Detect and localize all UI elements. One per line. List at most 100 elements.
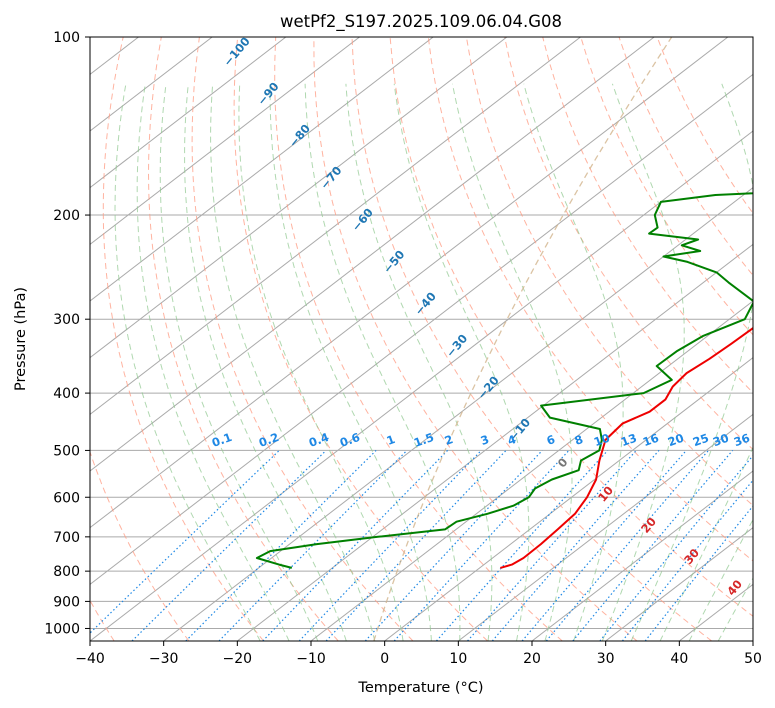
mixing-ratio-label: 1	[385, 432, 397, 448]
mixing-ratio-label: 8	[573, 432, 585, 448]
isotherm-line	[384, 357, 753, 641]
mixing-ratio-line	[298, 449, 482, 641]
x-tick-label: 10	[449, 651, 467, 667]
dry-adiabat-label: −70	[317, 163, 344, 192]
mixing-ratio-line	[599, 454, 753, 641]
x-tick-label: −30	[149, 651, 179, 667]
isotherm-line	[90, 37, 360, 245]
x-tick-label: 0	[380, 651, 389, 667]
moist-adiabat-line	[159, 83, 319, 641]
moist-adiabat-label: 20	[638, 515, 659, 536]
isotherm-line	[90, 37, 287, 189]
y-tick-label: 600	[53, 490, 80, 506]
x-tick-label: −20	[223, 651, 253, 667]
dry-adiabat-line	[504, 37, 753, 451]
moist-adiabat-line	[452, 83, 573, 641]
dry-adiabat-line	[191, 37, 414, 641]
mixing-ratio-label: 13	[619, 431, 639, 450]
y-tick-label: 400	[53, 386, 80, 402]
mixing-ratio-label: 1.5	[412, 430, 436, 450]
x-tick-label: 30	[597, 651, 615, 667]
mixing-ratio-label: 25	[691, 431, 711, 450]
dry-adiabat-label: −90	[254, 79, 281, 108]
dry-adiabat-label: −50	[380, 247, 407, 276]
mixing-ratio-label: 2	[443, 432, 455, 448]
isotherm-line	[90, 37, 729, 529]
x-tick-label: 50	[744, 651, 762, 667]
mixing-ratio-line	[491, 450, 660, 641]
isotherm-line	[90, 37, 508, 359]
mixing-ratio-line	[467, 449, 637, 641]
axes: −40 −30 −20 −10 0 10 20 30 40 5010020030040050060…	[44, 30, 762, 667]
moist-adiabat-line	[136, 83, 290, 641]
moist-adiabat-label: 30	[681, 546, 702, 567]
moist-adiabat-label: 40	[724, 577, 745, 598]
moist-adiabat-line	[523, 83, 624, 641]
x-axis-label: Temperature (°C)	[357, 680, 483, 696]
dry-adiabat-line	[465, 37, 753, 507]
isotherm-line	[163, 187, 753, 641]
dry-adiabat-label: −100	[220, 34, 252, 69]
moist-adiabat-line	[210, 83, 376, 641]
y-tick-label: 800	[53, 564, 80, 580]
mixing-ratio-label: 0.2	[257, 430, 281, 450]
y-axis-label: Pressure (hPa)	[13, 287, 29, 391]
mixing-ratio-label: 6	[545, 432, 557, 448]
dry-adiabat-label: −60	[349, 205, 376, 234]
mixing-ratio-line	[131, 449, 327, 641]
dry-adiabat-line	[233, 37, 488, 641]
isotherm-line	[310, 300, 753, 641]
mixing-ratio-line	[393, 449, 570, 641]
mixing-ratio-label: 30	[711, 431, 731, 450]
mixing-ratio-line	[364, 449, 543, 641]
moist-adiabat-line	[269, 83, 432, 641]
y-tick-label: 300	[53, 312, 80, 328]
mixing-ratio-line	[325, 449, 507, 641]
isotherm-line	[90, 37, 434, 302]
mixing-ratio-line	[185, 449, 377, 641]
dry-adiabat-line	[313, 37, 638, 641]
moist-adiabat-line	[345, 83, 493, 641]
mixing-ratio-label: 20	[666, 431, 686, 450]
isotherm-line	[90, 130, 753, 641]
isotherm-line	[90, 37, 581, 415]
moist-adiabat-line	[659, 446, 753, 641]
isotherm-line	[605, 527, 753, 641]
moist-adiabat-line	[238, 83, 404, 641]
y-tick-label: 1000	[44, 621, 80, 637]
x-tick-label: 40	[670, 651, 688, 667]
profile-lines	[255, 192, 753, 569]
y-tick-label: 200	[53, 208, 80, 224]
mixing-ratio-label: 0.6	[338, 430, 362, 450]
y-tick-label: 700	[53, 530, 80, 546]
x-tick-label: −40	[75, 651, 105, 667]
moist-adiabat-line	[601, 83, 685, 641]
y-tick-label: 500	[53, 443, 80, 459]
isotherm-line	[90, 37, 213, 132]
mixing-ratio-line	[521, 450, 687, 641]
isotherm-line	[458, 413, 753, 641]
mixing-ratio-line	[435, 449, 609, 641]
mixing-ratio-line	[262, 449, 449, 641]
isotherm-line	[531, 470, 753, 641]
mixing-ratio-line	[90, 449, 280, 634]
mixing-ratio-label: 3	[479, 432, 491, 448]
dry-adiabat-line	[147, 37, 339, 641]
dry-adiabat-line	[102, 37, 264, 641]
background-lines	[90, 37, 753, 641]
mixing-ratio-label: 0.1	[210, 430, 234, 450]
y-tick-label: 900	[53, 594, 80, 610]
isotherm-line	[237, 243, 753, 641]
moist-adiabat-line	[630, 83, 753, 641]
chart-title: wetPf2_S197.2025.109.06.04.G08	[280, 12, 562, 32]
mixing-ratio-line	[218, 449, 408, 641]
mixing-ratio-line	[621, 479, 753, 641]
isotherm-line	[90, 73, 753, 585]
dry-adiabat-label: −30	[443, 331, 470, 360]
mixing-ratio-label: 16	[641, 431, 661, 450]
mixing-ratio-line	[644, 505, 753, 641]
plot-frame	[89, 36, 754, 642]
dry-adiabat-line	[274, 37, 563, 641]
dewpoint-profile-line	[255, 192, 753, 569]
